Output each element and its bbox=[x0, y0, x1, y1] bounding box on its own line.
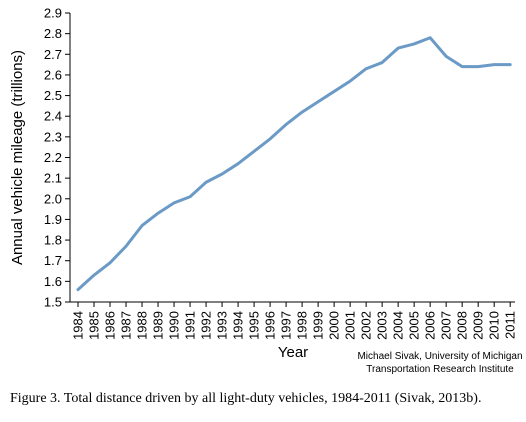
data-point bbox=[236, 162, 240, 165]
data-point bbox=[460, 65, 464, 68]
data-point bbox=[204, 181, 208, 184]
y-tick-label: 2.3 bbox=[44, 129, 62, 144]
credit-line-2: Transportation Research Institute bbox=[366, 364, 514, 375]
data-point bbox=[476, 65, 480, 68]
data-point bbox=[156, 212, 160, 215]
y-tick-label: 2.6 bbox=[44, 67, 62, 82]
data-point bbox=[492, 63, 496, 66]
y-tick-label: 2.1 bbox=[44, 171, 62, 186]
x-tick-label: 1997 bbox=[279, 311, 294, 340]
data-point bbox=[332, 90, 336, 93]
y-tick-label: 2.9 bbox=[44, 6, 62, 21]
data-point bbox=[348, 79, 352, 83]
y-axis-title: Annual vehicle mileage (trillions) bbox=[9, 50, 26, 265]
data-point bbox=[252, 150, 256, 153]
x-tick-label: 2003 bbox=[375, 311, 390, 340]
data-point bbox=[364, 67, 368, 70]
x-tick-label: 1999 bbox=[311, 311, 326, 340]
data-point bbox=[380, 61, 384, 64]
x-tick-label: 1994 bbox=[231, 311, 246, 340]
y-tick-label: 2.0 bbox=[44, 191, 62, 206]
y-tick-label: 1.6 bbox=[44, 274, 62, 289]
x-tick-label: 1989 bbox=[151, 311, 166, 340]
data-point bbox=[172, 201, 176, 205]
x-tick-label: 2007 bbox=[439, 311, 454, 340]
x-tick-label: 1998 bbox=[295, 311, 310, 340]
x-tick-label: 2002 bbox=[359, 311, 374, 340]
series-layer bbox=[76, 36, 512, 292]
y-tick-label: 2.5 bbox=[44, 88, 62, 103]
x-tick-label: 1990 bbox=[167, 311, 182, 340]
x-tick-label: 1985 bbox=[87, 311, 102, 340]
x-tick-label: 2005 bbox=[407, 311, 422, 340]
x-axis-title: Year bbox=[278, 344, 308, 361]
x-tick-label: 1988 bbox=[135, 311, 150, 340]
x-tick-label: 1984 bbox=[71, 311, 86, 340]
x-tick-label: 1995 bbox=[247, 311, 262, 340]
data-point bbox=[300, 110, 304, 114]
data-point bbox=[412, 42, 416, 46]
data-point bbox=[444, 55, 448, 58]
y-tick-label: 1.5 bbox=[44, 295, 62, 310]
y-tick-label: 1.9 bbox=[44, 212, 62, 227]
y-tick-label: 2.2 bbox=[44, 150, 62, 165]
y-tick-label: 2.7 bbox=[44, 47, 62, 62]
x-tick-label: 1993 bbox=[215, 311, 230, 340]
x-tick-label: 1987 bbox=[119, 311, 134, 340]
y-tick-label: 2.8 bbox=[44, 26, 62, 41]
data-point bbox=[76, 288, 80, 291]
x-tick-label: 2000 bbox=[327, 311, 342, 340]
x-tick-label: 2006 bbox=[423, 311, 438, 340]
x-tick-label: 2009 bbox=[471, 311, 486, 340]
x-tick-label: 2001 bbox=[343, 311, 358, 340]
y-axis-ticks: 1.5 1.6 1.7 1.8 1.9 2.0 2.1 2.2 2.3 2.4 2.5 2.6 2.7 2… bbox=[44, 6, 70, 310]
data-point bbox=[92, 273, 96, 277]
x-axis-ticks: 1984 1985 1986 1987 1988 1989 1990 1991 1992 1993… bbox=[71, 302, 518, 340]
y-tick-label: 1.7 bbox=[44, 253, 62, 268]
data-point bbox=[220, 172, 224, 176]
x-tick-label: 1986 bbox=[103, 311, 118, 340]
x-tick-label: 2010 bbox=[487, 311, 502, 340]
x-tick-label: 2008 bbox=[455, 311, 470, 340]
data-point bbox=[284, 123, 288, 126]
x-tick-label: 1991 bbox=[183, 311, 198, 340]
x-tick-label: 1992 bbox=[199, 311, 214, 340]
y-tick-label: 2.4 bbox=[44, 109, 62, 124]
data-point bbox=[268, 137, 272, 141]
data-point bbox=[396, 46, 400, 50]
data-point bbox=[316, 100, 320, 103]
data-point bbox=[124, 245, 128, 248]
credit-line-1: Michael Sivak, University of Michigan bbox=[357, 351, 522, 362]
figure-caption: Figure 3. Total distance driven by all l… bbox=[10, 391, 481, 406]
data-point bbox=[508, 63, 512, 66]
data-point bbox=[108, 261, 112, 264]
x-tick-label: 1996 bbox=[263, 311, 278, 340]
data-point bbox=[428, 36, 432, 39]
data-point bbox=[188, 195, 192, 198]
series-line bbox=[76, 36, 512, 292]
y-tick-label: 1.8 bbox=[44, 233, 62, 248]
x-tick-label: 2011 bbox=[503, 311, 518, 339]
x-tick-label: 2004 bbox=[391, 311, 406, 340]
data-point bbox=[140, 224, 144, 227]
